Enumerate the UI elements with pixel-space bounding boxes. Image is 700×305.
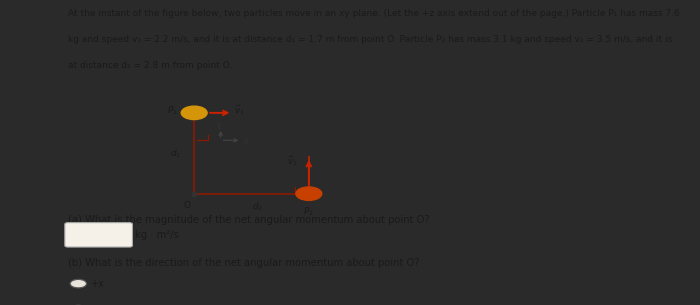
Text: x: x: [244, 137, 248, 146]
Circle shape: [181, 106, 207, 120]
Text: (a) What is the magnitude of the net angular momentum about point O?: (a) What is the magnitude of the net ang…: [68, 215, 429, 225]
Text: at distance d₂ = 2.8 m from point O.: at distance d₂ = 2.8 m from point O.: [68, 61, 232, 70]
Text: (b) What is the direction of the net angular momentum about point O?: (b) What is the direction of the net ang…: [68, 258, 419, 268]
Text: kg and speed v₁ = 2.2 m/s, and it is at distance d₁ = 1.7 m from point O. Partic: kg and speed v₁ = 2.2 m/s, and it is at …: [68, 35, 672, 44]
FancyBboxPatch shape: [65, 223, 132, 247]
Text: $\vec{v}_1$: $\vec{v}_1$: [234, 104, 245, 117]
Text: $d_2$: $d_2$: [252, 200, 263, 213]
Text: y: y: [216, 121, 221, 130]
Text: $\vec{v}_2$: $\vec{v}_2$: [288, 155, 298, 168]
Text: $P_1$: $P_1$: [167, 104, 178, 117]
Circle shape: [70, 279, 87, 288]
Text: kg · m²/s: kg · m²/s: [135, 230, 179, 240]
Text: O: O: [183, 201, 190, 210]
Text: $d_1$: $d_1$: [170, 147, 181, 160]
Text: $P_2$: $P_2$: [303, 206, 314, 218]
Circle shape: [296, 187, 322, 200]
Text: +x: +x: [90, 279, 104, 289]
Text: At the instant of the figure below, two particles move in an xy plane. (Let the : At the instant of the figure below, two …: [68, 9, 680, 18]
